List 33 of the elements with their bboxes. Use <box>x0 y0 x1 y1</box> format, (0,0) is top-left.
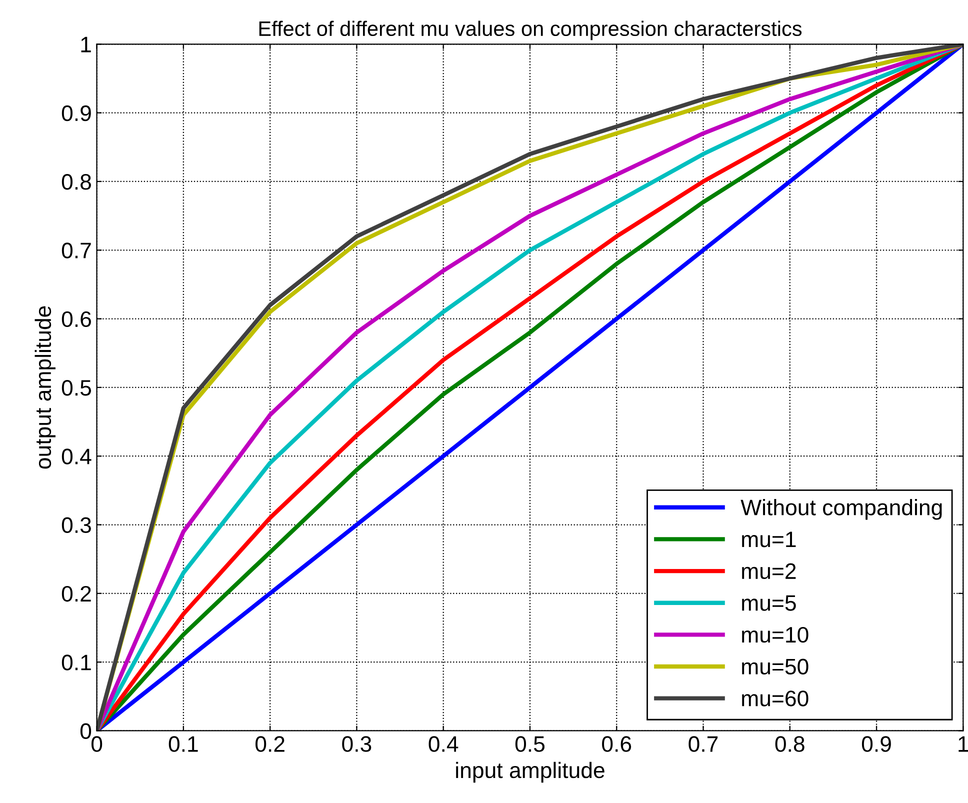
legend-label: mu=1 <box>742 532 796 548</box>
x-tick-label: 0.5 <box>515 736 544 752</box>
y-tick-label: 0.2 <box>62 586 91 602</box>
y-tick-label: 0.7 <box>62 242 91 258</box>
legend-label: mu=2 <box>742 563 796 580</box>
x-axis-title: input amplitude <box>456 762 604 783</box>
legend-label: mu=5 <box>742 595 796 611</box>
x-tick-label: 0.6 <box>602 736 632 752</box>
y-tick-label: 0.3 <box>62 517 91 534</box>
y-tick-label: 0.6 <box>62 311 91 328</box>
chart-title: Effect of different mu values on compression characterstics <box>259 20 802 40</box>
y-tick-label: 0.9 <box>62 105 91 122</box>
legend-label: mu=60 <box>742 690 808 706</box>
y-tick-label: 0 <box>80 723 92 739</box>
legend-label: Without companding <box>740 499 942 520</box>
x-tick-label: 0.4 <box>428 736 458 752</box>
x-tick-label: 0.9 <box>862 736 891 752</box>
x-tick-label: 0.8 <box>775 736 804 752</box>
y-tick-label: 0.5 <box>62 380 92 396</box>
x-tick-label: 0.2 <box>255 736 284 752</box>
y-tick-label: 0.4 <box>62 448 92 464</box>
y-tick-label: 0.8 <box>62 174 91 190</box>
x-tick-label: 0.7 <box>688 736 718 752</box>
x-tick-label: 0.1 <box>168 736 198 752</box>
x-tick-label: 1 <box>958 736 968 752</box>
x-tick-label: 0 <box>91 736 102 752</box>
x-tick-label: 0.3 <box>342 736 372 752</box>
legend-label: mu=10 <box>742 626 808 643</box>
legend-label: mu=50 <box>742 658 808 675</box>
line-series <box>96 44 964 731</box>
y-tick-label: 1 <box>81 36 91 52</box>
y-tick-label: 0.1 <box>62 654 91 670</box>
y-axis-title: output amplitude <box>34 306 56 469</box>
